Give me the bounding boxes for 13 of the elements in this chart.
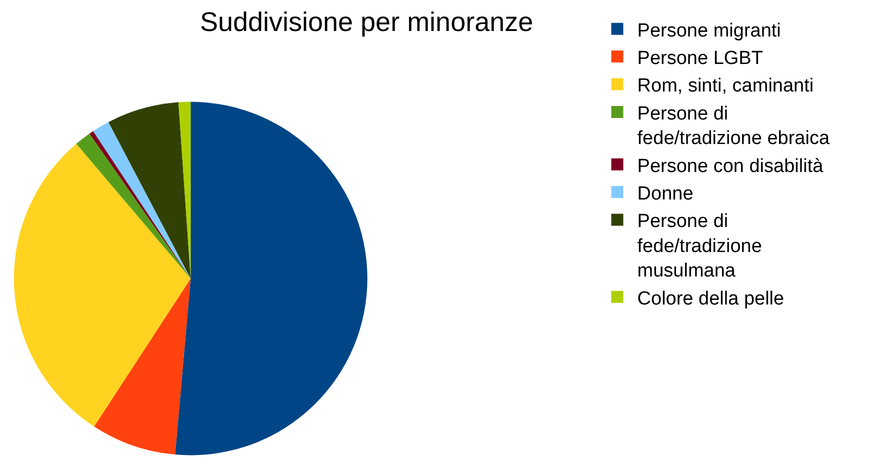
- pie-slice: [14, 144, 191, 427]
- chart-title: Suddivisione per minoranze: [200, 6, 534, 37]
- legend-label: Rom, sinti, caminanti: [637, 76, 814, 97]
- pie-slice: [175, 102, 368, 456]
- legend-label: Persone di fede/tradizione musulmana: [637, 211, 762, 282]
- legend-label: Persone di fede/tradizione ebraica: [637, 103, 830, 150]
- legend-label: Persone migranti: [637, 20, 781, 42]
- legend-label: Persone con disabilità: [637, 156, 824, 177]
- legend-label: Donne: [637, 183, 694, 204]
- legend-label: Colore della pelle: [637, 288, 784, 310]
- pie-slice: [94, 278, 191, 455]
- pie-slice: [108, 102, 191, 279]
- legend-label: Persone LGBT: [637, 48, 764, 69]
